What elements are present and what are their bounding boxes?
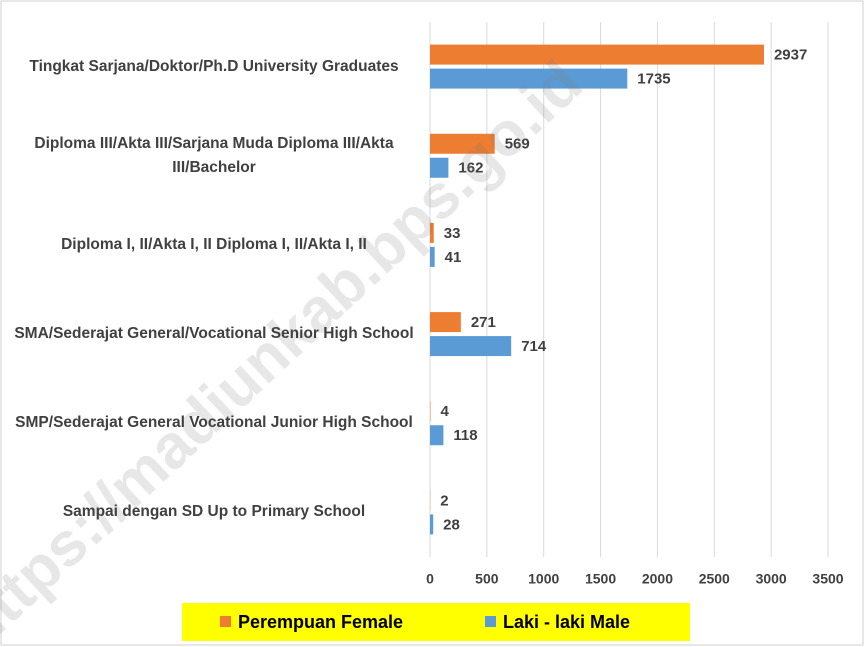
data-label: 271 (471, 314, 496, 331)
data-label: 28 (443, 516, 460, 533)
x-tick-label: 500 (475, 571, 499, 587)
legend-label: Perempuan Female (238, 612, 403, 632)
data-label: 569 (505, 136, 530, 153)
x-tick-label: 3000 (756, 571, 787, 587)
x-tick-label: 3500 (812, 571, 843, 587)
data-label: 1735 (637, 71, 670, 88)
legend-label: Laki - laki Male (503, 612, 630, 632)
category-label: Diploma III/Akta III/Sarjana Muda Diplom… (34, 134, 394, 176)
legend-swatch (485, 616, 496, 627)
legend-swatch (220, 616, 231, 627)
data-label: 2937 (774, 47, 807, 64)
data-label: 41 (445, 249, 462, 266)
bar (430, 133, 495, 154)
bar (430, 157, 449, 178)
bar (430, 44, 764, 65)
data-label: 714 (521, 338, 547, 355)
bar (430, 312, 461, 333)
category-label: Diploma I, II/Akta I, II Diploma I, II/A… (61, 235, 367, 253)
x-tick-label: 2500 (699, 571, 730, 587)
category-label: SMA/Sederajat General/Vocational Senior … (14, 325, 414, 343)
x-tick-label: 2000 (642, 571, 673, 587)
category-label: SMP/Sederajat General Vocational Junior … (15, 414, 413, 432)
data-label: 33 (444, 225, 461, 242)
bar (430, 246, 435, 267)
data-label: 2 (440, 492, 448, 509)
legend-box (182, 603, 690, 641)
bar (430, 336, 512, 357)
x-tick-label: 1500 (585, 571, 616, 587)
bar (430, 425, 444, 446)
bar (430, 68, 628, 89)
data-label: 118 (453, 427, 477, 444)
bar (430, 514, 434, 535)
x-tick-label: 1000 (528, 571, 559, 587)
data-label: 162 (458, 160, 483, 177)
data-label: 4 (440, 403, 449, 420)
bar (430, 222, 434, 243)
x-tick-label: 0 (426, 571, 434, 587)
category-label: Tingkat Sarjana/Doktor/Ph.D University G… (29, 57, 399, 75)
category-label: Sampai dengan SD Up to Primary School (62, 503, 366, 521)
